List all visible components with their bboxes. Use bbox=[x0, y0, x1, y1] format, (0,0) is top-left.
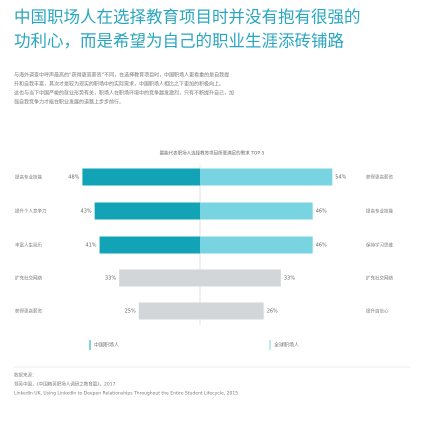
value-label: 54% bbox=[335, 175, 346, 181]
bar bbox=[94, 202, 200, 220]
legend-label: 中国职场人 bbox=[94, 342, 119, 349]
paragraph-line: 这也与当下中国严峻的就业形势有关，职场人在职场环境中的竞争越发激烈，只有不断提升… bbox=[14, 90, 234, 97]
title-line: 中国职场人在选择教育项目时并没有抱有很强的 bbox=[14, 8, 361, 27]
bar bbox=[99, 236, 200, 254]
value-label: 48% bbox=[68, 175, 79, 181]
category-label: 扩充社交网络 bbox=[15, 275, 42, 282]
category-label: 保持学习思维 bbox=[366, 242, 393, 249]
value-label: 33% bbox=[284, 276, 295, 282]
value-label: 46% bbox=[316, 209, 327, 215]
bar bbox=[200, 202, 313, 220]
title-line: 功利心，而是希望为自己的职业生涯添砖铺路 bbox=[14, 32, 345, 51]
bar bbox=[200, 269, 281, 287]
footer-line: LinkedIn UK, Using LinkedIn to Deepen Re… bbox=[14, 391, 238, 397]
value-label: 33% bbox=[105, 276, 116, 282]
chart-title: 最能代表职场人选择教育项目所要满足的需求 TOP 5 bbox=[160, 150, 265, 157]
value-label: 46% bbox=[316, 243, 327, 249]
category-label: 提高专业技能 bbox=[15, 174, 42, 181]
bar bbox=[200, 302, 264, 320]
category-label: 获得更高薪资 bbox=[15, 308, 42, 315]
paragraph-line: 升和自我丰富，其次才是较为现实的职场中的实际需求，中国职场人相比之下更加的积极向… bbox=[14, 81, 224, 88]
value-label: 25% bbox=[125, 309, 136, 315]
paragraph-line: 与海外调查中呼声最高的“获得更高薪资”不同，在选择教育项目时，中国职场人更看重的… bbox=[14, 72, 229, 79]
bar bbox=[200, 236, 313, 254]
category-label: 提升自信心 bbox=[366, 308, 389, 315]
bar bbox=[200, 168, 333, 186]
value-label: 26% bbox=[267, 309, 278, 315]
footer-label: 数据来源： bbox=[14, 372, 37, 379]
value-label: 41% bbox=[85, 243, 96, 249]
legend-label: 全球职场人 bbox=[274, 342, 299, 349]
footer-line: 领英中国，《中国精英职场人调研之教育篇》，2017 bbox=[14, 381, 116, 388]
category-label: 扩充社交网络 bbox=[366, 275, 393, 282]
value-label: 43% bbox=[81, 209, 92, 215]
category-label: 提升个人竞争力 bbox=[15, 208, 47, 215]
category-label: 提高专业技能 bbox=[366, 208, 393, 215]
paragraph-line: 强自我竞争力才能在职业发展的道路上步步前行。 bbox=[14, 99, 124, 106]
category-label: 丰富人生阅历 bbox=[15, 242, 42, 249]
bar bbox=[82, 168, 200, 186]
bar bbox=[119, 269, 200, 287]
category-label: 获得更高薪资 bbox=[366, 174, 393, 181]
bar bbox=[138, 302, 200, 320]
